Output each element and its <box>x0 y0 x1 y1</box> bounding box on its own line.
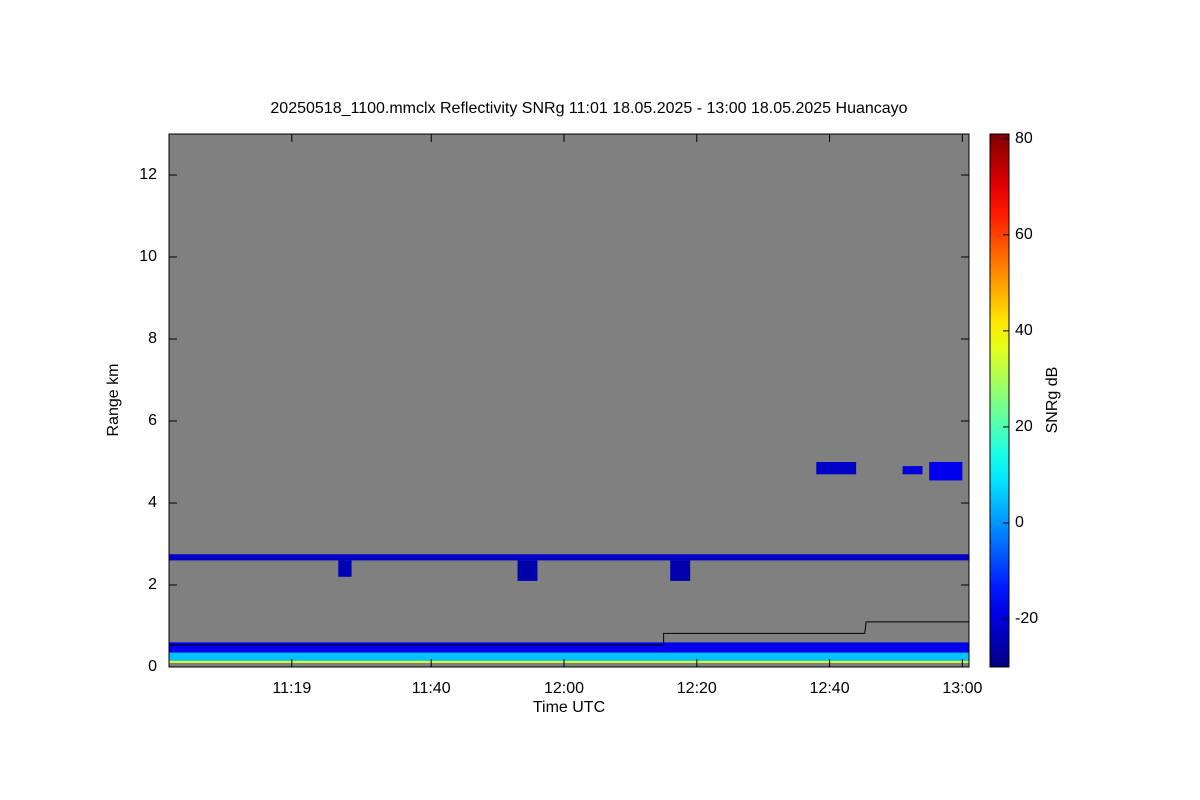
colorbar-label: SNRg dB <box>1044 367 1061 434</box>
x-axis-label: Time UTC <box>533 699 605 716</box>
y-tick-label: 10 <box>139 248 157 265</box>
heatmap-cell <box>816 462 857 475</box>
heatmap-cell <box>338 560 352 577</box>
heatmap-cell <box>169 554 969 561</box>
y-tick-label: 6 <box>148 412 157 429</box>
colorbar-tick-label: 80 <box>1015 130 1033 147</box>
colorbar <box>989 133 1010 668</box>
chart-title: 20250518_1100.mmclx Reflectivity SNRg 11… <box>270 100 907 117</box>
heatmap-cell <box>169 652 969 661</box>
y-tick-label: 0 <box>148 658 157 675</box>
y-tick-label: 12 <box>139 166 157 183</box>
heatmap-cell <box>169 642 969 653</box>
colorbar-tick-label: -20 <box>1015 610 1038 627</box>
x-tick-label: 11:40 <box>412 680 451 697</box>
colorbar-tick-label: 60 <box>1015 226 1033 243</box>
y-tick-label: 8 <box>148 330 157 347</box>
boundary-line <box>169 621 969 646</box>
x-tick-label: 11:19 <box>272 680 311 697</box>
heatmap-cell <box>670 560 691 581</box>
y-tick-label: 4 <box>148 494 157 511</box>
heatmap-cell <box>929 462 963 481</box>
y-axis-label: Range km <box>105 364 122 437</box>
heatmap-cell <box>517 560 538 581</box>
plot-background <box>169 134 969 667</box>
plot-frame <box>168 133 970 668</box>
y-tick-label: 2 <box>148 576 157 593</box>
x-tick-label: 12:00 <box>544 680 584 697</box>
x-tick-label: 12:20 <box>677 680 717 697</box>
heatmap-cell <box>902 466 923 475</box>
heatmap-cell <box>169 660 969 663</box>
x-tick-label: 12:40 <box>810 680 850 697</box>
x-tick-label: 13:00 <box>942 680 982 697</box>
colorbar-tick-label: 20 <box>1015 418 1033 435</box>
colorbar-tick-label: 0 <box>1015 514 1024 531</box>
colorbar-tick-label: 40 <box>1015 322 1033 339</box>
